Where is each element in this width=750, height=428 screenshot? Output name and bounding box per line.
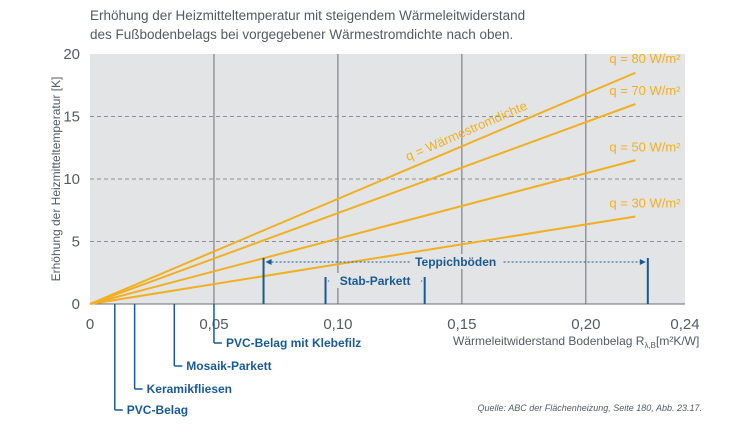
material-label: Keramikfliesen (147, 382, 232, 396)
y-tick-label: 10 (63, 171, 80, 188)
y-tick-label: 15 (63, 109, 80, 126)
range-arrow-left (265, 259, 272, 265)
range-arrow-right (639, 259, 646, 265)
y-tick-label: 20 (63, 46, 80, 63)
x-tick-label: 0,10 (323, 316, 352, 333)
range-label-bg (329, 273, 422, 288)
series-line (89, 71, 636, 305)
chart-title: Erhöhung der Heizmitteltemperatur mit st… (90, 6, 740, 44)
series-line (89, 103, 636, 305)
y-axis-label: Erhöhung der Heizmitteltemperatur [K] (49, 77, 63, 282)
x-tick-label: 0 (86, 316, 94, 333)
material-label: Mosaik-Parkett (186, 359, 271, 373)
source-note: Quelle: ABC der Flächenheizung, Seite 18… (477, 403, 702, 413)
y-tick-label: 0 (72, 296, 80, 313)
y-tick-label: 5 (72, 234, 80, 251)
range-label-bg (409, 254, 502, 269)
series-label: q = 50 W/m² (609, 139, 681, 154)
series-line (89, 159, 636, 305)
series-label: q = 30 W/m² (609, 196, 681, 211)
range-label: Teppichböden (415, 255, 496, 269)
material-label: PVC-Belag mit Klebefilz (226, 336, 361, 350)
x-tick-label: 0,15 (447, 316, 476, 333)
material-label: PVC-Belag (127, 403, 188, 417)
x-axis-label: Wärmeleitwiderstand Bodenbelag Rλ,B[m²K/… (453, 334, 699, 350)
chart-title-line-2: des Fußbodenbelags bei vorgegebener Wärm… (90, 27, 514, 42)
range-label: Stab-Parkett (340, 274, 411, 288)
series-label: q = 70 W/m² (609, 83, 681, 98)
chart-title-line-1: Erhöhung der Heizmitteltemperatur mit st… (90, 8, 526, 23)
x-tick-label: 0,24 (670, 316, 699, 333)
x-tick-label: 0,20 (571, 316, 600, 333)
series-line (89, 215, 636, 305)
series-label: q = 80 W/m² (609, 51, 681, 66)
